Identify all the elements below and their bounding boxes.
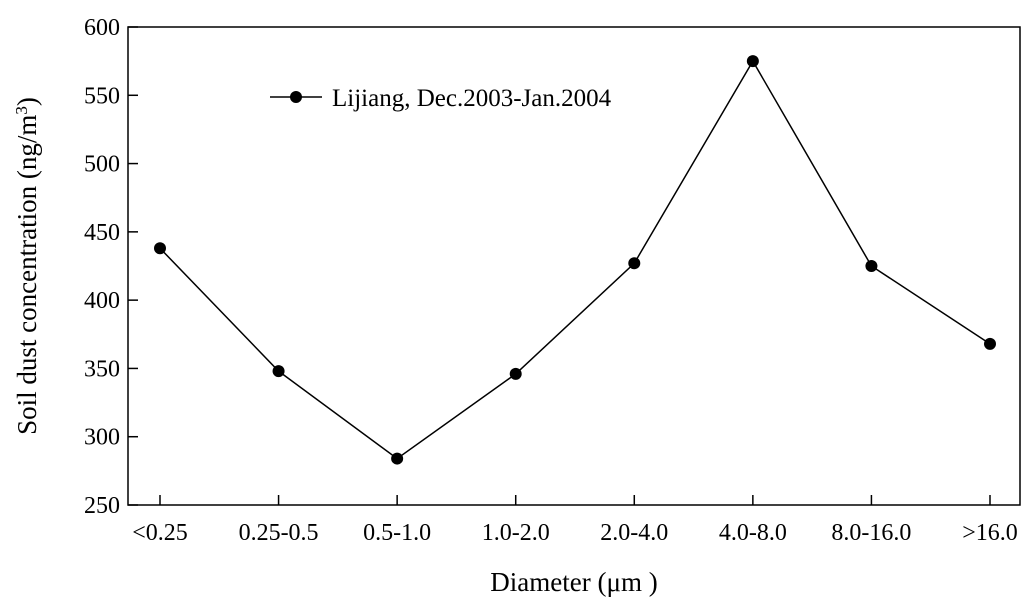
x-tick-label: 2.0-4.0 [600, 520, 668, 546]
x-tick-label: <0.25 [132, 520, 188, 546]
x-tick-label: 8.0-16.0 [831, 520, 911, 546]
y-axis-title: Soil dust concentration (ng/m3) [12, 97, 43, 435]
data-point [391, 452, 404, 465]
legend-marker-swatch [290, 91, 302, 103]
legend-label: Lijiang, Dec.2003-Jan.2004 [332, 85, 612, 112]
data-point [154, 242, 166, 255]
y-tick-label: 600 [84, 15, 120, 41]
y-tick-label: 400 [84, 288, 120, 314]
x-tick-label: 4.0-8.0 [719, 520, 787, 546]
y-axis: 250 300 350 400 450 500 550 600 [84, 15, 138, 519]
data-point [984, 337, 996, 350]
plot-frame [127, 26, 1021, 506]
series-layer [154, 55, 996, 465]
x-tick-label: 0.5-1.0 [363, 520, 431, 546]
x-axis-title: Diameter (μm ) [490, 567, 657, 597]
x-tick-label: 1.0-2.0 [482, 520, 550, 546]
data-point [272, 365, 285, 378]
legend: Lijiang, Dec.2003-Jan.2004 [270, 85, 612, 112]
y-axis-title-text: Soil dust concentration (ng/m [12, 115, 42, 435]
y-tick-label: 250 [84, 493, 120, 519]
x-tick-label: 0.25-0.5 [239, 520, 319, 546]
y-tick-label: 550 [84, 83, 120, 109]
y-axis-title-suffix: ) [12, 97, 42, 106]
data-point [628, 257, 641, 270]
y-tick-label: 450 [84, 220, 120, 246]
data-point [746, 55, 759, 68]
y-tick-label: 500 [84, 152, 120, 178]
series-line [159, 59, 991, 460]
plot-area: 250 300 350 400 450 500 550 600 <0.25 0.25-0.5 0.… [84, 15, 1021, 546]
y-tick-label: 300 [84, 425, 120, 451]
y-axis-title-superscript: 3 [12, 106, 31, 115]
data-point [509, 367, 522, 380]
y-tick-label: 350 [84, 356, 120, 382]
data-point [865, 260, 878, 272]
x-tick-label: >16.0 [962, 520, 1018, 546]
x-axis: <0.25 0.25-0.5 0.5-1.0 1.0-2.0 2.0-4.0 4.0-8.… [132, 495, 1018, 546]
